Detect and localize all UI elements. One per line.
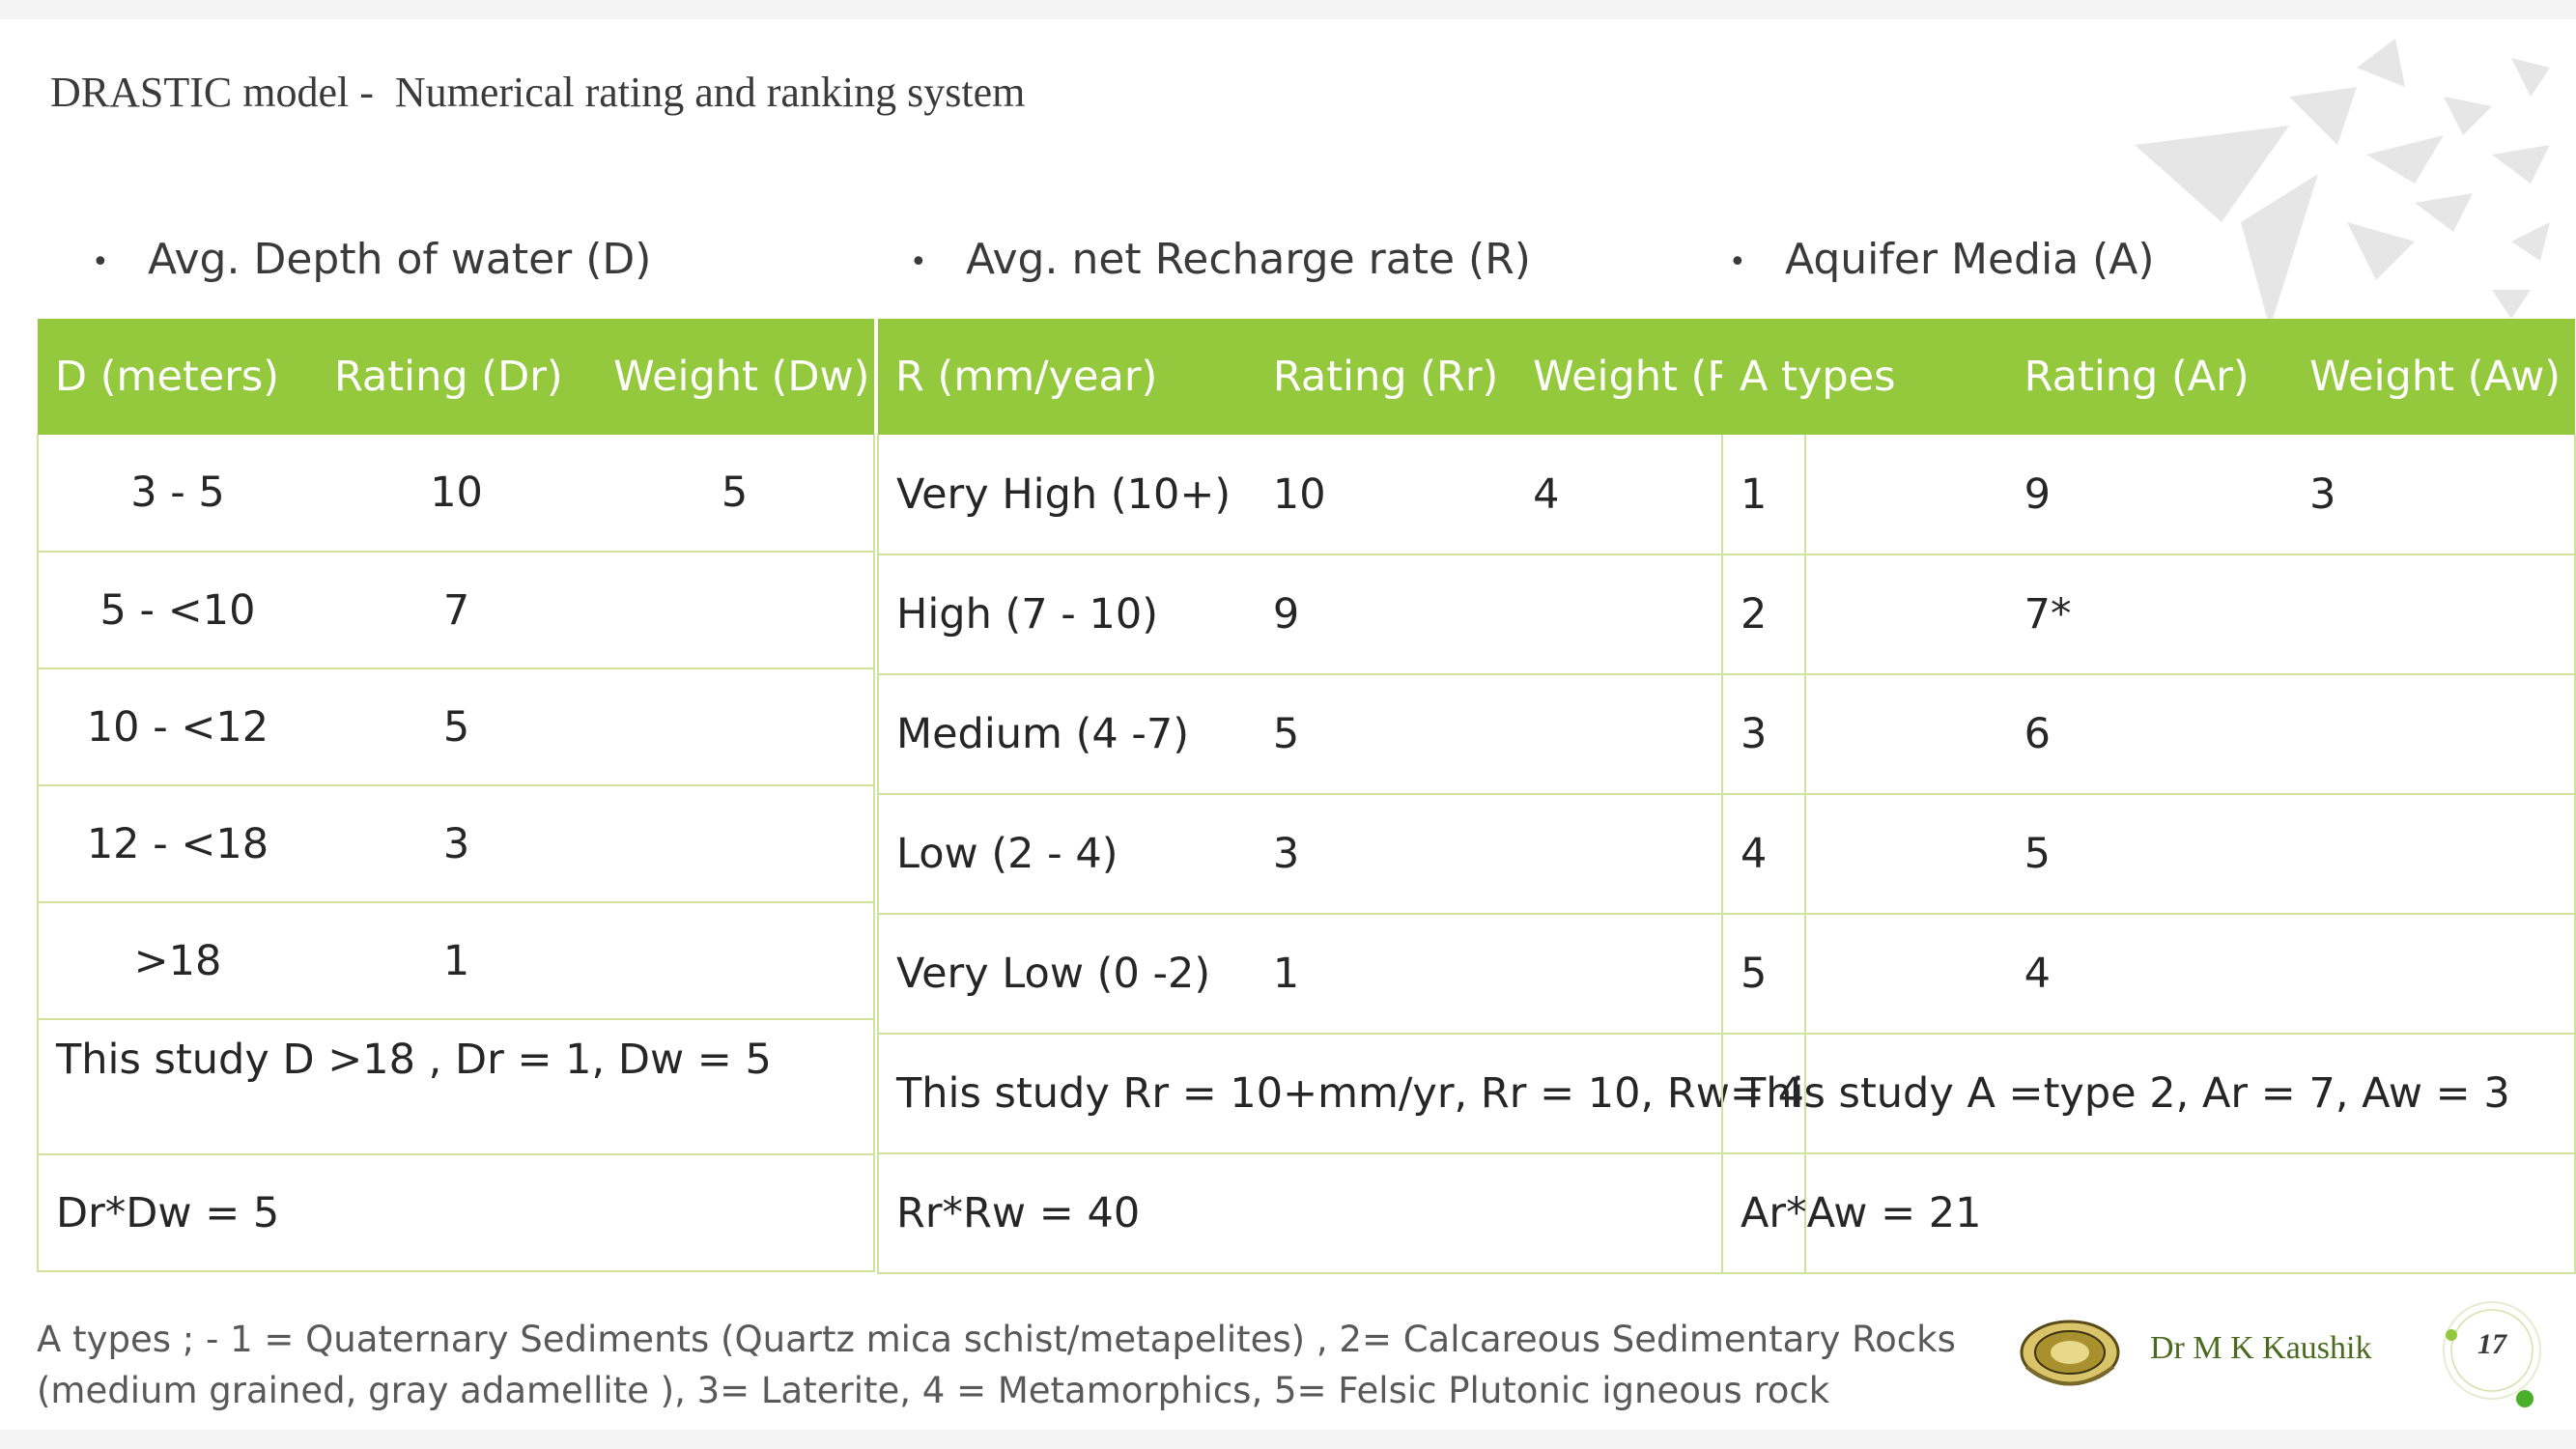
- author-block: Dr M K Kaushik: [2017, 1309, 2374, 1396]
- recharge-rating: 1: [1255, 914, 1516, 1035]
- aquifer-study-text: This study A =type 2, Ar = 7, Aw = 3: [1721, 1034, 2576, 1154]
- aquifer-product-text: Ar*Aw = 21: [1721, 1153, 2576, 1274]
- depth-product-text: Dr*Dw = 5: [37, 1154, 875, 1272]
- aquifer-rating: 5: [2006, 794, 2293, 915]
- table-row: Low (2 - 4) 3: [877, 794, 1806, 915]
- table-row: 5 4: [1721, 914, 2576, 1035]
- aquifer-weight: 3: [2292, 435, 2576, 555]
- table-row: 5 - <10 7: [37, 552, 875, 669]
- aquifer-header-row: A types Rating (Ar) Weight (Aw): [1722, 319, 2575, 435]
- depth-rating: 7: [317, 552, 597, 669]
- recharge-class: Very High (10+): [877, 435, 1256, 555]
- recharge-header-col2: Rating (Rr): [1255, 319, 1516, 435]
- aquifer-type: 1: [1721, 435, 2007, 555]
- footnote: A types ; - 1 = Quaternary Sediments (Qu…: [37, 1314, 2065, 1416]
- depth-product-row: Dr*Dw = 5: [37, 1154, 875, 1272]
- depth-weight: [596, 552, 875, 669]
- recharge-rating: 10: [1255, 435, 1516, 555]
- table-row: Very Low (0 -2) 1: [877, 914, 1806, 1035]
- depth-range: 10 - <12: [37, 668, 317, 786]
- depth-weight: 5: [596, 435, 875, 553]
- table-row: >18 1: [37, 902, 875, 1020]
- aquifer-product-row: Ar*Aw = 21: [1721, 1153, 2576, 1274]
- table-row: High (7 - 10) 9: [877, 554, 1806, 675]
- aquifer-rating: 4: [2006, 914, 2293, 1035]
- aquifer-rating: 6: [2006, 674, 2293, 795]
- recharge-class: Low (2 - 4): [877, 794, 1256, 915]
- depth-header-col2: Rating (Dr): [317, 319, 597, 435]
- depth-range: 12 - <18: [37, 785, 317, 903]
- table-row: 3 6: [1721, 674, 2576, 795]
- table-row: 1 9 3: [1721, 435, 2576, 555]
- depth-range: 5 - <10: [37, 552, 317, 669]
- recharge-class: High (7 - 10): [877, 554, 1256, 675]
- depth-range: 3 - 5: [37, 435, 317, 553]
- depth-rating: 10: [317, 435, 597, 553]
- aquifer-type: 2: [1721, 554, 2007, 675]
- aquifer-weight: [2292, 794, 2576, 915]
- table-row: 10 - <12 5: [37, 668, 875, 786]
- depth-weight: [596, 902, 875, 1020]
- recharge-product-text: Rr*Rw = 40: [877, 1153, 1806, 1274]
- university-seal-icon: [2020, 1320, 2120, 1386]
- depth-rating: 3: [317, 785, 597, 903]
- slide-title: DRASTIC model - Numerical rating and ran…: [50, 69, 1026, 116]
- recharge-table: R (mm/year) Rating (Rr) Weight (Rw) Very…: [877, 319, 1806, 1274]
- bullet-aquifer: • Aquifer Media (A): [1729, 235, 2155, 284]
- bullet-depth: • Avg. Depth of water (D): [92, 235, 652, 284]
- recharge-study-text: This study Rr = 10+mm/yr, Rr = 10, Rw= 4: [877, 1034, 1806, 1154]
- table-row: Medium (4 -7) 5: [877, 674, 1806, 795]
- aquifer-header-col1: A types: [1722, 319, 2007, 435]
- depth-rating: 1: [317, 902, 597, 1020]
- table-row: 3 - 5 10 5: [37, 435, 875, 553]
- recharge-header-col1: R (mm/year): [878, 319, 1256, 435]
- aquifer-type: 5: [1721, 914, 2007, 1035]
- depth-table: D (meters) Rating (Dr) Weight (Dw) 3 - 5…: [37, 319, 875, 1272]
- slide: DRASTIC model - Numerical rating and ran…: [0, 19, 2576, 1430]
- page-number-ring-icon: [2443, 1301, 2541, 1407]
- depth-study-row: This study D >18 , Dr = 1, Dw = 5: [37, 1019, 875, 1155]
- aquifer-rating: 9: [2006, 435, 2293, 555]
- recharge-study-row: This study Rr = 10+mm/yr, Rr = 10, Rw= 4: [877, 1034, 1806, 1154]
- aquifer-weight: [2292, 914, 2576, 1035]
- bullet-recharge-text: Avg. net Recharge rate (R): [966, 235, 1531, 284]
- bullet-aquifer-text: Aquifer Media (A): [1785, 235, 2155, 284]
- depth-header-col3: Weight (Dw): [596, 319, 874, 435]
- recharge-product-row: Rr*Rw = 40: [877, 1153, 1806, 1274]
- aquifer-type: 3: [1721, 674, 2007, 795]
- recharge-rating: 5: [1255, 674, 1516, 795]
- table-row: Very High (10+) 10 4: [877, 435, 1806, 555]
- bullet-depth-text: Avg. Depth of water (D): [148, 235, 652, 284]
- aquifer-header-col2: Rating (Ar): [2006, 319, 2293, 435]
- decorative-triangles: [2135, 39, 2550, 328]
- table-row: 12 - <18 3: [37, 785, 875, 903]
- depth-study-text: This study D >18 , Dr = 1, Dw = 5: [37, 1019, 875, 1155]
- depth-range: >18: [37, 902, 317, 1020]
- aquifer-weight: [2292, 674, 2576, 795]
- page-number: 17: [2477, 1328, 2506, 1360]
- aquifer-rating: 7*: [2006, 554, 2293, 675]
- aquifer-study-row: This study A =type 2, Ar = 7, Aw = 3: [1721, 1034, 2576, 1154]
- recharge-class: Very Low (0 -2): [877, 914, 1256, 1035]
- recharge-header-row: R (mm/year) Rating (Rr) Weight (Rw): [878, 319, 1805, 435]
- recharge-rating: 9: [1255, 554, 1516, 675]
- page-number-badge: 17: [2434, 1293, 2550, 1408]
- depth-header-row: D (meters) Rating (Dr) Weight (Dw): [38, 319, 874, 435]
- footnote-line-1: A types ; - 1 = Quaternary Sediments (Qu…: [37, 1319, 1956, 1360]
- aquifer-table: A types Rating (Ar) Weight (Aw) 1 9 3 2 …: [1721, 319, 2576, 1274]
- depth-weight: [596, 785, 875, 903]
- depth-header-col1: D (meters): [38, 319, 317, 435]
- table-row: 4 5: [1721, 794, 2576, 915]
- bullet-recharge: • Avg. net Recharge rate (R): [910, 235, 1531, 284]
- recharge-class: Medium (4 -7): [877, 674, 1256, 795]
- author-name: Dr M K Kaushik: [2150, 1330, 2372, 1366]
- depth-rating: 5: [317, 668, 597, 786]
- table-row: 2 7*: [1721, 554, 2576, 675]
- aquifer-type: 4: [1721, 794, 2007, 915]
- aquifer-header-col3: Weight (Aw): [2292, 319, 2575, 435]
- recharge-rating: 3: [1255, 794, 1516, 915]
- depth-weight: [596, 668, 875, 786]
- aquifer-weight: [2292, 554, 2576, 675]
- footnote-line-2: (medium grained, gray adamellite ), 3= L…: [37, 1370, 1830, 1411]
